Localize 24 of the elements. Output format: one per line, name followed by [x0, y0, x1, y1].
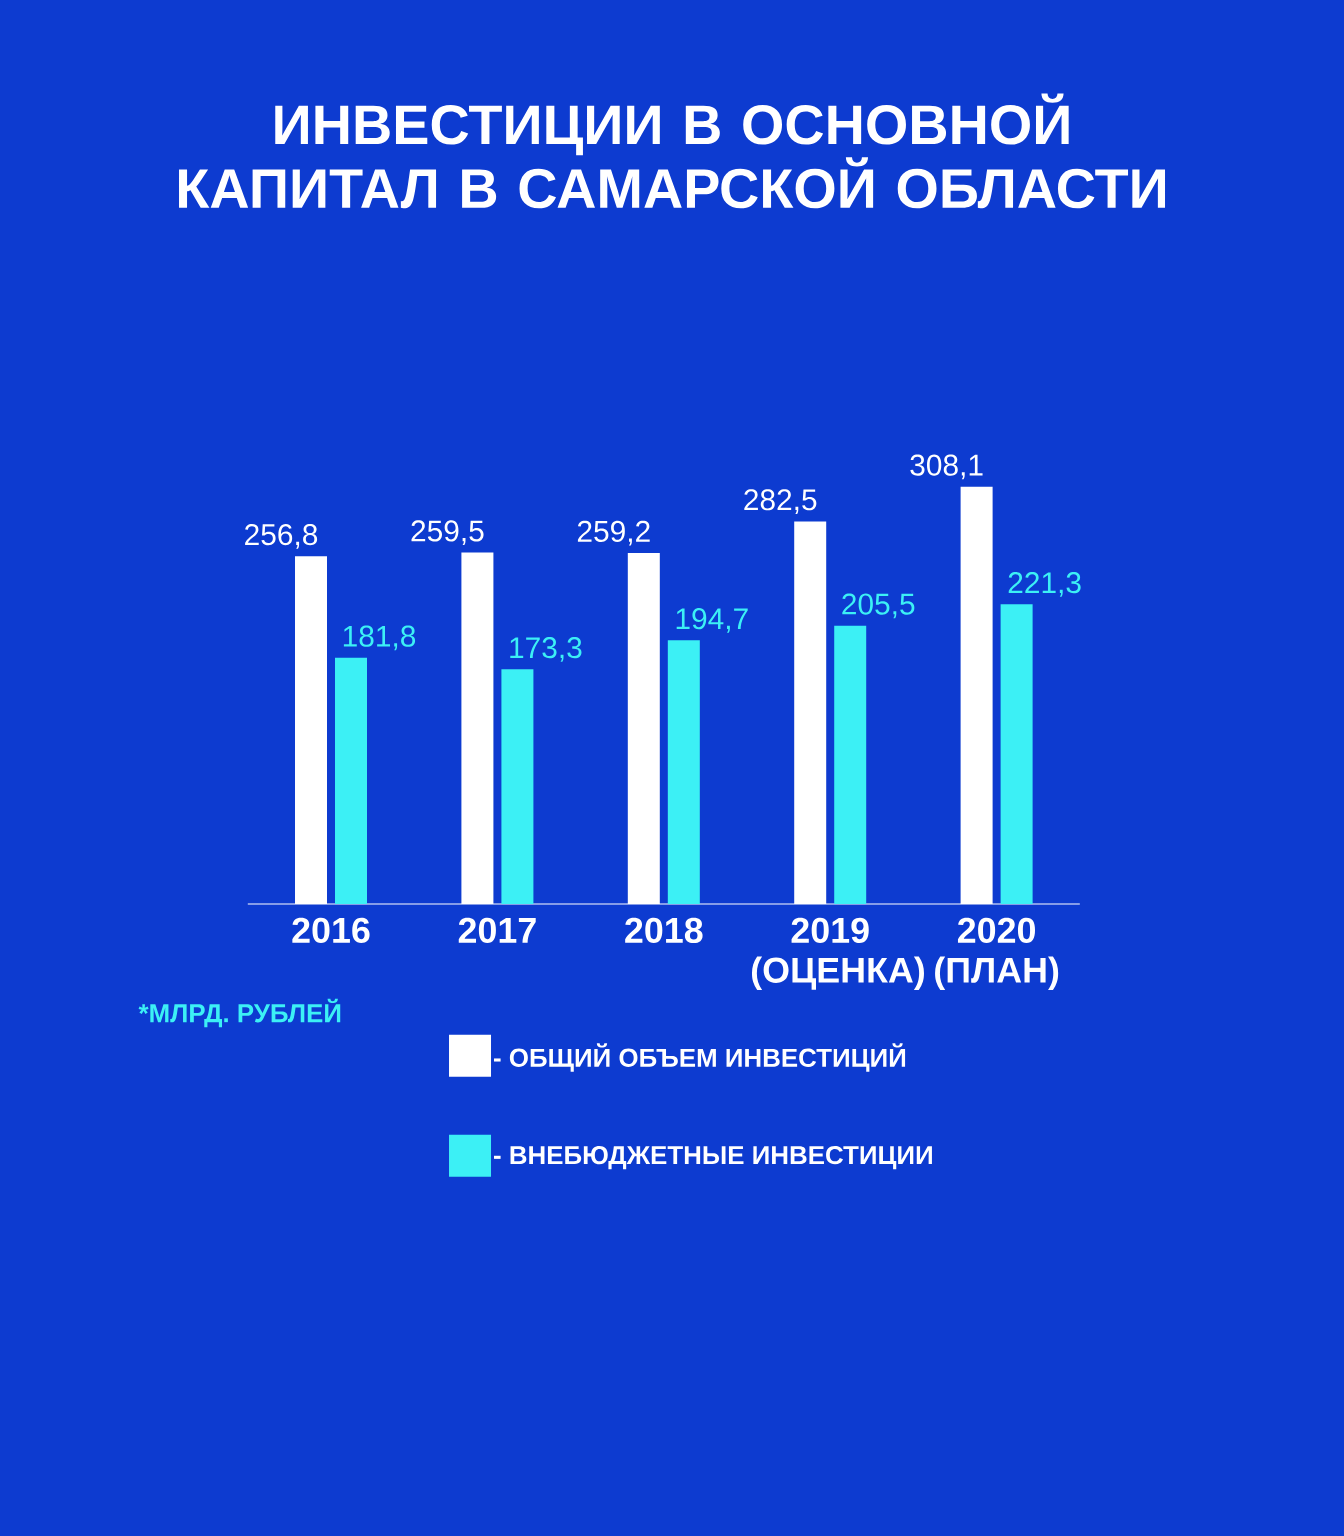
data-label: 194,7: [676, 608, 748, 633]
bar: [834, 625, 867, 905]
legend-label: - ОБЩИЙ ОБЪЕМ ИНВЕСТИЦИЙ: [494, 1043, 906, 1072]
data-label: 308,1: [910, 454, 983, 480]
x-tick-label: 2017: [458, 917, 536, 944]
text: *МЛРД. РУБЛЕЙ: [138, 998, 341, 1028]
data-label: 282,5: [744, 489, 817, 514]
data-label: 205,5: [842, 593, 915, 619]
x-tick-label: 2018: [625, 917, 703, 944]
data-label: 221,3: [1008, 572, 1081, 597]
data-label: 181,8: [343, 625, 416, 651]
x-tick-label: 2019 (ОЦЕНКА): [751, 917, 924, 990]
bar: [667, 640, 700, 905]
x-tick-label: 2020 (ПЛАН): [935, 917, 1059, 990]
data-label: 259,2: [577, 520, 650, 546]
x-tick-label: 2016: [292, 917, 370, 944]
legend-label: - ВНЕБЮДЖЕТНЫЕ ИНВЕСТИЦИИ: [494, 1145, 932, 1170]
data-label: 256,8: [245, 524, 318, 549]
bar: [335, 657, 368, 905]
bar: [1000, 604, 1033, 905]
data-label: 259,5: [411, 520, 484, 546]
data-label: 173,3: [510, 637, 582, 662]
chart-title: ИНВЕСТИЦИИ В ОСНОВНОЙ КАПИТАЛ В САМАРСКОЙ ОБЛАСТИ: [179, 93, 1166, 209]
bar: [501, 669, 534, 905]
